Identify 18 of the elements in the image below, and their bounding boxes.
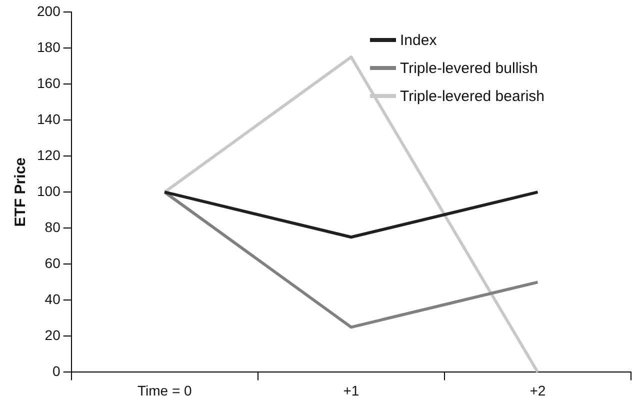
legend-label: Triple-levered bearish <box>400 88 545 104</box>
y-tick-label: 200 <box>37 2 61 19</box>
y-tick-label: 140 <box>37 110 61 127</box>
y-tick-label: 120 <box>37 146 61 163</box>
x-tick-label: Time = 0 <box>137 382 192 398</box>
y-tick-label: 0 <box>52 363 61 380</box>
y-tick-label: 80 <box>44 218 61 235</box>
x-tick-label: +1 <box>343 382 360 398</box>
legend-label: Triple-levered bullish <box>400 60 538 76</box>
y-tick-label: 40 <box>44 291 61 308</box>
y-tick-label: 100 <box>37 182 61 199</box>
legend-label: Index <box>400 32 437 48</box>
y-tick-label: 160 <box>37 74 61 91</box>
x-tick-label: +2 <box>530 382 546 398</box>
y-tick-label: 180 <box>37 38 61 55</box>
y-tick-label: 60 <box>44 255 61 271</box>
y-tick-label: 20 <box>44 327 61 344</box>
y-axis-title: ETF Price <box>12 158 30 227</box>
